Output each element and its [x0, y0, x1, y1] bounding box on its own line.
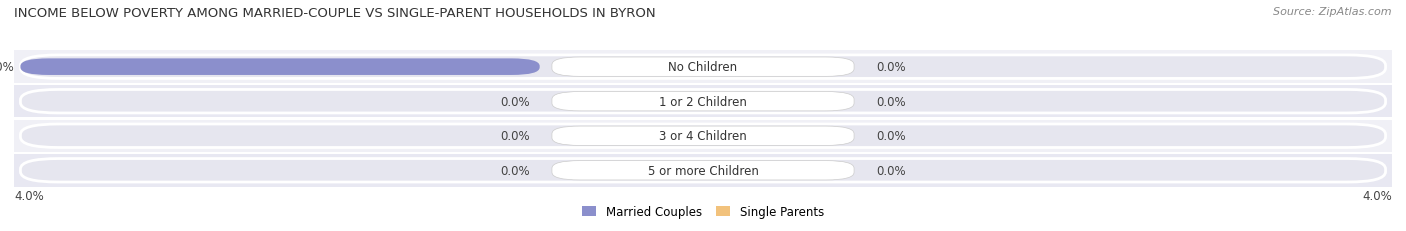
FancyBboxPatch shape: [21, 56, 1385, 79]
FancyBboxPatch shape: [14, 51, 1392, 84]
Text: INCOME BELOW POVERTY AMONG MARRIED-COUPLE VS SINGLE-PARENT HOUSEHOLDS IN BYRON: INCOME BELOW POVERTY AMONG MARRIED-COUPL…: [14, 7, 655, 20]
FancyBboxPatch shape: [21, 90, 1385, 113]
FancyBboxPatch shape: [14, 120, 1392, 152]
Text: 3 or 4 Children: 3 or 4 Children: [659, 130, 747, 143]
FancyBboxPatch shape: [14, 154, 1392, 187]
Text: 0.0%: 0.0%: [501, 95, 530, 108]
Text: 0.0%: 0.0%: [876, 130, 905, 143]
Text: Source: ZipAtlas.com: Source: ZipAtlas.com: [1274, 7, 1392, 17]
Text: 4.0%: 4.0%: [0, 61, 14, 74]
FancyBboxPatch shape: [553, 58, 853, 77]
Text: 5 or more Children: 5 or more Children: [648, 164, 758, 177]
Text: 0.0%: 0.0%: [501, 130, 530, 143]
Text: 4.0%: 4.0%: [1362, 189, 1392, 202]
FancyBboxPatch shape: [21, 59, 540, 76]
Text: 0.0%: 0.0%: [501, 164, 530, 177]
FancyBboxPatch shape: [553, 127, 853, 146]
Text: No Children: No Children: [668, 61, 738, 74]
FancyBboxPatch shape: [14, 86, 1392, 118]
FancyBboxPatch shape: [553, 92, 853, 111]
FancyBboxPatch shape: [21, 125, 1385, 148]
Text: 0.0%: 0.0%: [876, 164, 905, 177]
Text: 0.0%: 0.0%: [876, 95, 905, 108]
Text: 0.0%: 0.0%: [876, 61, 905, 74]
Text: 4.0%: 4.0%: [14, 189, 44, 202]
FancyBboxPatch shape: [21, 159, 1385, 182]
FancyBboxPatch shape: [553, 161, 853, 180]
Text: 1 or 2 Children: 1 or 2 Children: [659, 95, 747, 108]
Legend: Married Couples, Single Parents: Married Couples, Single Parents: [582, 205, 824, 218]
